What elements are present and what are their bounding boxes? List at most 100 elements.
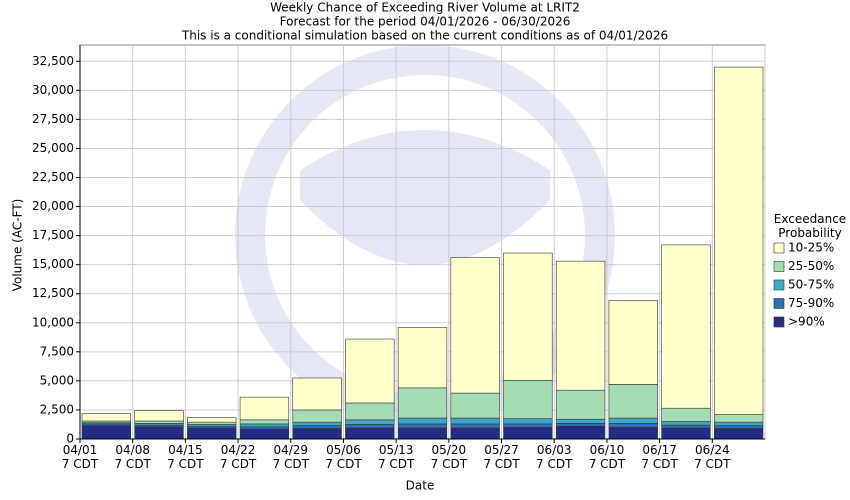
x-axis-label: Date — [406, 479, 435, 493]
x-tick-label: 06/24 7 CDT — [694, 443, 731, 471]
y-tick-label: 12,500 — [32, 286, 74, 300]
bar-segment — [450, 423, 500, 429]
bar-segment — [345, 338, 395, 404]
bar-segment — [450, 392, 500, 419]
bar-segment — [187, 421, 237, 425]
bar-segment — [239, 428, 290, 440]
legend-label: >90% — [788, 315, 825, 329]
y-tick-label: 20,000 — [32, 199, 74, 213]
x-tick-label: 04/22 7 CDT — [219, 443, 257, 471]
x-tick-label: 05/20 7 CDT — [430, 443, 468, 471]
bar-segment — [555, 260, 606, 391]
bar-segment — [345, 427, 395, 440]
bar-segment — [661, 427, 711, 440]
bar-segment — [134, 410, 184, 422]
bar-segment — [555, 425, 606, 440]
bar-segment — [81, 413, 131, 422]
subtitle: This is a conditional simulation based o… — [181, 29, 668, 43]
y-tick-label: 25,000 — [32, 141, 74, 155]
bar-segment — [555, 418, 606, 424]
bar-segment — [555, 389, 606, 420]
bar-segment — [608, 423, 658, 428]
bar-segment — [714, 414, 764, 423]
legend-swatch — [773, 242, 785, 254]
bar-segment — [187, 417, 237, 423]
y-tick-label: 15,000 — [32, 257, 74, 271]
subtitle: Forecast for the period 04/01/2026 - 06/… — [280, 15, 571, 29]
x-tick-label: 04/29 7 CDT — [272, 443, 309, 471]
bar-segment — [714, 66, 764, 415]
x-tick-label: 04/15 7 CDT — [167, 443, 204, 471]
legend-label: 50-75% — [788, 278, 834, 292]
x-tick-label: 04/08 7 CDT — [114, 443, 151, 471]
bar-segment — [292, 421, 342, 426]
bar-segment — [503, 427, 553, 440]
x-tick-label: 06/17 7 CDT — [641, 443, 678, 471]
bar-segment — [608, 384, 658, 419]
bar-segment — [187, 427, 237, 440]
y-tick-label: 7,500 — [40, 344, 74, 358]
y-tick-label: 0 — [66, 432, 74, 446]
y-tick-label: 22,500 — [32, 170, 74, 184]
bar-segment — [239, 426, 290, 430]
legend-swatch — [773, 298, 785, 309]
bar-segment — [397, 423, 448, 429]
legend-label: 75-90% — [788, 296, 834, 310]
bar-segment — [714, 428, 764, 440]
y-tick-label: 30,000 — [32, 83, 74, 97]
bar-segment — [661, 244, 711, 409]
bar-segment — [239, 423, 290, 428]
x-tick-label: 05/13 7 CDT — [377, 443, 415, 471]
bar-segment — [450, 257, 500, 394]
y-tick-label: 32,500 — [32, 54, 74, 68]
bar-segment — [81, 425, 131, 440]
bar-segment — [450, 417, 500, 425]
bar-segment — [503, 418, 553, 425]
x-tick-label: 04/01 7 CDT — [61, 443, 99, 471]
legend-label: 25-50% — [788, 259, 834, 273]
bar-segment — [503, 252, 553, 381]
bar-segment — [239, 419, 290, 425]
x-tick-label: 05/06 7 CDT — [325, 443, 362, 471]
bar-segment — [345, 402, 395, 421]
bar-segment — [661, 421, 711, 426]
bar-segment — [292, 377, 342, 411]
bar-segment — [450, 427, 500, 440]
y-tick-label: 17,500 — [32, 228, 74, 242]
bar-segment — [608, 417, 658, 424]
legend-label: 10-25% — [788, 241, 834, 255]
bar-segment — [239, 396, 290, 421]
bar-segment — [134, 420, 184, 424]
bar-segment — [714, 425, 764, 429]
y-tick-label: 2,500 — [40, 402, 74, 416]
bar-segment — [503, 380, 553, 419]
title: Weekly Chance of Exceeding River Volume … — [270, 1, 580, 15]
bar-segment — [608, 300, 658, 385]
bar-segment — [292, 425, 342, 429]
bar-segment — [714, 421, 764, 426]
bar-segment — [292, 409, 342, 423]
bar-segment — [345, 424, 395, 429]
x-tick-label: 06/10 7 CDT — [588, 443, 626, 471]
legend-swatch — [773, 316, 785, 328]
bar-segment — [397, 427, 448, 440]
bar-segment — [503, 423, 553, 428]
bar-segment — [397, 327, 448, 389]
bar-segment — [661, 424, 711, 429]
bar-segment — [292, 428, 342, 440]
y-tick-label: 27,500 — [32, 112, 74, 126]
bar-segment — [345, 419, 395, 425]
x-tick-label: 06/03 7 CDT — [536, 443, 573, 471]
y-axis-label: Volume (AC-FT) — [11, 199, 25, 292]
bar-segment — [397, 417, 448, 425]
bar-segment — [555, 423, 606, 427]
legend-swatch — [773, 279, 785, 291]
bar-segment — [608, 427, 658, 440]
y-tick-label: 5,000 — [40, 373, 74, 387]
legend-title: Exceedance Probability — [773, 212, 847, 240]
bar-segment — [397, 387, 448, 419]
legend-swatch — [773, 261, 785, 272]
bar-segment — [661, 407, 711, 422]
